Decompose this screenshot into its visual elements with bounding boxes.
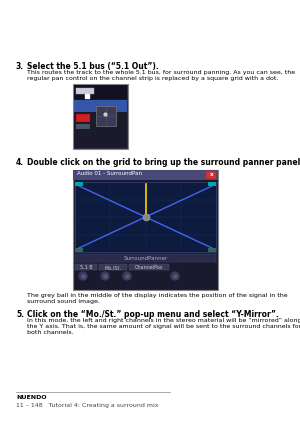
- Text: 4.: 4.: [16, 158, 24, 167]
- FancyBboxPatch shape: [208, 182, 216, 186]
- FancyBboxPatch shape: [74, 100, 127, 112]
- FancyBboxPatch shape: [73, 170, 218, 290]
- FancyBboxPatch shape: [208, 248, 216, 252]
- Text: In this mode, the left and right channels in the stereo material will be “mirror: In this mode, the left and right channel…: [27, 318, 300, 334]
- Text: x: x: [210, 172, 214, 177]
- FancyBboxPatch shape: [75, 254, 216, 262]
- Text: Audio 01 - SurroundPan: Audio 01 - SurroundPan: [77, 171, 142, 176]
- FancyBboxPatch shape: [99, 264, 127, 270]
- FancyBboxPatch shape: [129, 264, 169, 270]
- FancyBboxPatch shape: [73, 170, 218, 180]
- Circle shape: [101, 272, 109, 280]
- FancyBboxPatch shape: [76, 124, 90, 129]
- Text: SurroundPanner: SurroundPanner: [123, 255, 168, 261]
- Text: 5.: 5.: [16, 310, 24, 319]
- Text: The grey ball in the middle of the display indicates the position of the signal : The grey ball in the middle of the displ…: [27, 293, 288, 304]
- Circle shape: [79, 272, 87, 280]
- Text: Click on the “Mo./St.” pop-up menu and select “Y-Mirror”.: Click on the “Mo./St.” pop-up menu and s…: [27, 310, 279, 319]
- Text: Mo./St.: Mo./St.: [105, 265, 122, 270]
- Text: NUENDO: NUENDO: [16, 395, 46, 400]
- Text: 11 – 148   Tutorial 4: Creating a surround mix: 11 – 148 Tutorial 4: Creating a surround…: [16, 403, 158, 408]
- FancyBboxPatch shape: [73, 84, 128, 149]
- FancyBboxPatch shape: [76, 114, 90, 122]
- Text: This routes the track to the whole 5.1 bus, for surround panning. As you can see: This routes the track to the whole 5.1 b…: [27, 70, 295, 81]
- Circle shape: [171, 272, 179, 280]
- FancyBboxPatch shape: [75, 264, 97, 270]
- FancyBboxPatch shape: [75, 248, 83, 252]
- Text: 3.: 3.: [16, 62, 24, 71]
- FancyBboxPatch shape: [74, 85, 127, 148]
- Text: Select the 5.1 bus (“5.1 Out”).: Select the 5.1 bus (“5.1 Out”).: [27, 62, 159, 71]
- FancyBboxPatch shape: [75, 182, 216, 252]
- Circle shape: [123, 272, 131, 280]
- FancyBboxPatch shape: [206, 171, 216, 179]
- FancyBboxPatch shape: [76, 88, 94, 94]
- Text: ChannelPos: ChannelPos: [135, 265, 163, 270]
- FancyBboxPatch shape: [96, 106, 116, 126]
- Text: 5.1 B: 5.1 B: [80, 265, 92, 270]
- Text: Double click on the grid to bring up the surround panner panel.: Double click on the grid to bring up the…: [27, 158, 300, 167]
- FancyBboxPatch shape: [74, 85, 127, 99]
- FancyBboxPatch shape: [75, 182, 83, 186]
